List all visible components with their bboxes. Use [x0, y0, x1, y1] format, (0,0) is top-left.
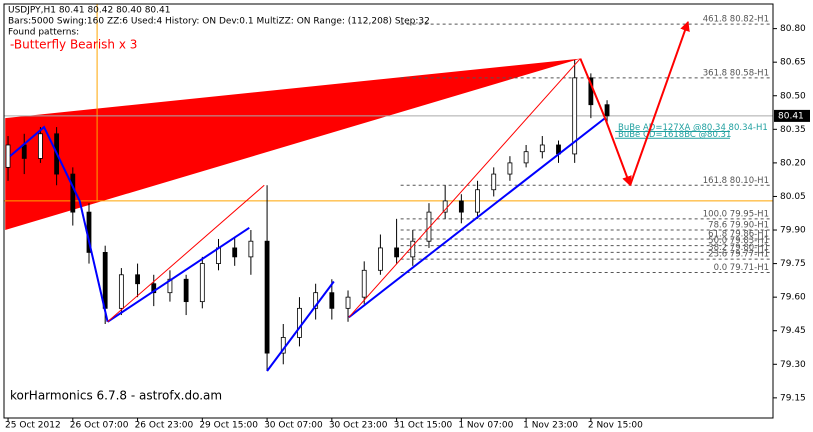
x-tick-label: 30 Oct 07:00	[264, 421, 323, 431]
level-label: 361.8 80.58-H1	[703, 68, 769, 78]
y-tick-label: 79.75	[780, 259, 806, 269]
pattern-line	[107, 184, 265, 323]
x-tick-label: 1 Nov 07:00	[458, 421, 513, 431]
candle-body	[232, 247, 238, 258]
pattern-line	[348, 117, 606, 319]
pattern-line	[629, 20, 690, 186]
candle-body	[378, 247, 383, 271]
candle-body	[345, 296, 351, 309]
candle-body	[135, 274, 140, 285]
candle-body	[539, 144, 545, 153]
pattern-line	[348, 58, 581, 318]
candle-body	[604, 104, 610, 117]
candle-body	[297, 307, 302, 338]
plot-border	[3, 3, 774, 419]
y-tick-label: 80.50	[780, 91, 806, 101]
candle-body	[507, 162, 513, 175]
pattern-line	[107, 226, 250, 323]
x-tick-label: 1 Nov 23:00	[523, 421, 578, 431]
y-tick-label: 80.05	[780, 192, 806, 202]
candle-body	[5, 144, 11, 168]
patterns-heading: Found patterns:	[8, 28, 79, 38]
x-tick-label: 25 Oct 2012	[5, 421, 61, 431]
candle-body	[458, 200, 464, 213]
candle-body	[118, 274, 124, 309]
y-tick-label: 80.35	[780, 125, 806, 135]
candle-body	[248, 240, 254, 258]
candle-body	[70, 173, 76, 213]
x-tick-label: 26 Oct 07:00	[70, 421, 129, 431]
chart-subtitle: Bars:5000 Swing:160 ZZ:6 Used:4 History:…	[8, 17, 430, 27]
footer: korHarmonics 6.7.8 - astrofx.do.am	[10, 389, 222, 403]
level-label: 38.2 79.80-H1	[708, 243, 769, 253]
current-price-box	[774, 109, 810, 122]
candle-body	[426, 211, 432, 242]
candle-body	[523, 151, 529, 164]
level-label: 61.8 79.86-H1	[708, 229, 769, 239]
x-tick-label: 26 Oct 23:00	[135, 421, 194, 431]
y-tick-label: 80.80	[780, 24, 806, 34]
x-tick-label: 29 Oct 15:00	[199, 421, 258, 431]
pattern-triangle	[5, 58, 581, 231]
candle-body	[21, 144, 27, 159]
level-label: 461.8 80.82-H1	[703, 15, 769, 25]
candle-body	[264, 240, 270, 354]
pattern-name: -Butterfly Bearish x 3	[10, 38, 137, 52]
candle-body	[313, 292, 319, 309]
level-label: 78.6 79.90-H1	[708, 221, 769, 231]
level-label: 0.0 79.71-H1	[714, 263, 769, 273]
y-tick-label: 79.30	[780, 360, 806, 370]
x-tick-label: 2 Nov 15:00	[588, 421, 643, 431]
candle-body	[491, 173, 497, 191]
candle-body	[394, 247, 399, 258]
pattern-line	[266, 280, 335, 372]
level-label: 100.0 79.95-H1	[703, 209, 769, 219]
y-tick-label: 80.65	[780, 58, 806, 68]
candle-body	[572, 77, 578, 155]
candle-body	[475, 189, 480, 213]
candle-body	[442, 200, 448, 213]
candle-body	[38, 133, 43, 159]
pattern-line	[579, 58, 632, 187]
level-label: 50.0 79.83-H1	[708, 236, 769, 246]
candle-body	[361, 269, 367, 298]
current-price-label: 80.41	[778, 111, 804, 121]
x-tick-label: 31 Oct 15:00	[394, 421, 453, 431]
chart-title: USDJPY,H1 80.41 80.42 80.40 80.41	[8, 6, 170, 16]
y-tick-label: 79.45	[780, 326, 806, 336]
candle-body	[102, 251, 108, 309]
y-tick-label: 80.20	[780, 158, 806, 168]
projection-label: BuBe CD=1618BC @80.31	[618, 130, 731, 140]
level-label: 23.6 79.77-H1	[708, 250, 769, 260]
candle-body	[410, 240, 416, 258]
y-tick-label: 79.15	[780, 393, 806, 403]
level-label: 161.8 80.10-H1	[703, 176, 769, 186]
pattern-line	[9, 125, 109, 322]
x-tick-label: 30 Oct 23:00	[329, 421, 388, 431]
candle-body	[199, 263, 205, 303]
projection-label: BuBe AD=127XA @80.34 80.34-H1	[618, 123, 768, 133]
candle-body	[183, 278, 189, 303]
y-tick-label: 79.60	[780, 293, 806, 303]
candle-body	[329, 292, 335, 309]
y-tick-label: 79.90	[780, 226, 806, 236]
candle-body	[151, 283, 157, 294]
